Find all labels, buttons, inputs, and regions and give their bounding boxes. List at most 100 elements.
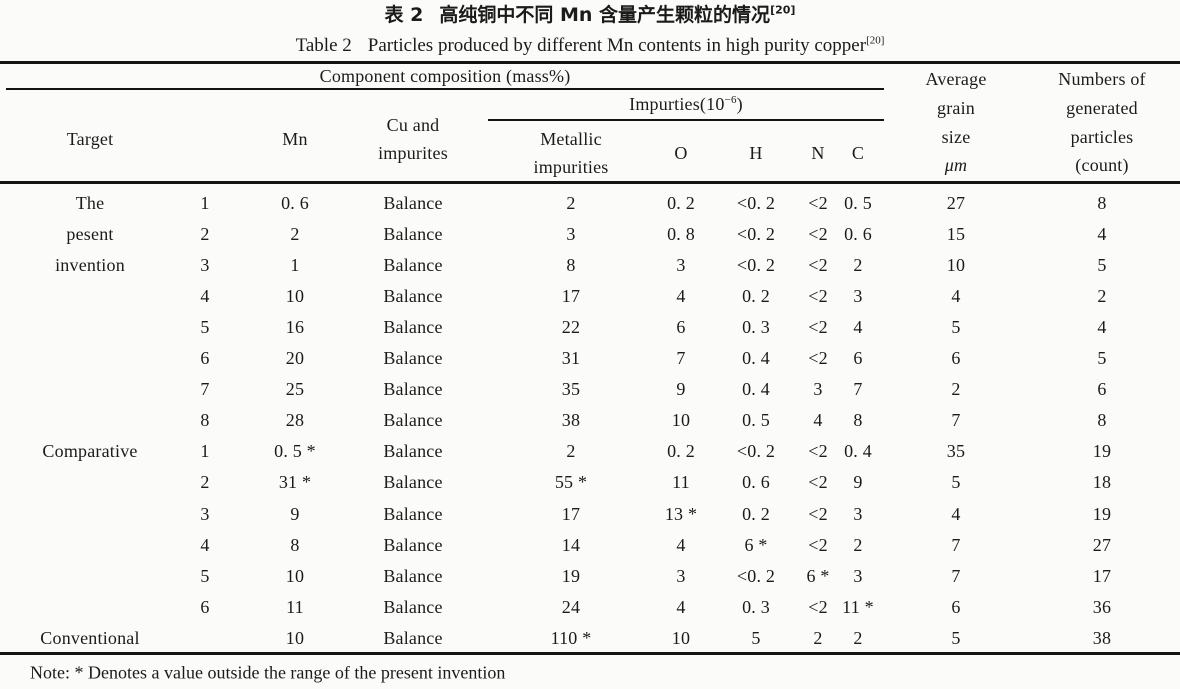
- cell-particles: 8: [1097, 193, 1107, 213]
- cell-particles: 5: [1097, 255, 1107, 276]
- cell-metallic: 2: [566, 441, 576, 462]
- cell-particles: 19: [1092, 441, 1112, 462]
- cell-n: <2: [808, 317, 828, 338]
- cell-particles: 5: [1097, 348, 1107, 369]
- cell-metallic: 14: [561, 534, 581, 555]
- cell-mn: 10: [285, 627, 305, 648]
- cell-metallic: 22: [561, 317, 581, 338]
- cell-num: 4: [200, 534, 210, 555]
- cell-o: 0. 2: [667, 441, 695, 462]
- cell-h: 5: [751, 627, 761, 648]
- table-bottom-rule: [0, 652, 1180, 655]
- cell-h: 6 *: [744, 534, 768, 555]
- cell-c: 7: [853, 379, 863, 400]
- header-target: Target: [66, 129, 114, 149]
- cell-particles: 27: [1092, 534, 1112, 555]
- cell-o: 4: [676, 534, 686, 555]
- header-mn: Mn: [282, 129, 308, 149]
- cell-h: 0. 2: [742, 286, 770, 307]
- cell-cu: Balance: [383, 410, 443, 431]
- cell-metallic: 17: [561, 503, 581, 524]
- header-particles-line4: (count): [1075, 155, 1129, 175]
- cell-num: 1: [200, 441, 210, 462]
- header-impurities: Impurties(10−6): [629, 94, 743, 114]
- header-impurities-exponent: −6: [724, 94, 737, 106]
- cell-grain: 7: [951, 565, 961, 586]
- cell-grain: 7: [951, 410, 961, 431]
- cell-cu: Balance: [383, 255, 443, 276]
- cell-mn: 2: [290, 224, 300, 245]
- cell-c: 0. 4: [844, 441, 872, 462]
- header-oxygen: O: [674, 143, 688, 163]
- table-title-en-text: Particles produced by different Mn conte…: [367, 35, 867, 56]
- cell-num: 6: [200, 348, 210, 369]
- cell-grain: 35: [946, 441, 966, 462]
- table-title-zh: 表 2 高纯铜中不同 Mn 含量产生颗粒的情况[20]: [0, 3, 1180, 25]
- cell-mn: 25: [285, 379, 305, 400]
- cell-c: 3: [853, 503, 863, 524]
- header-grain-line4-unit: μm: [944, 155, 968, 175]
- cell-particles: 38: [1092, 627, 1112, 648]
- cell-num: 3: [200, 255, 210, 276]
- table-note: Note: * Denotes a value outside the rang…: [30, 662, 506, 683]
- header-hydrogen: H: [749, 143, 763, 163]
- cell-num: 1: [200, 193, 210, 213]
- table-title-zh-reference: [20]: [770, 3, 796, 17]
- cell-o: 3: [676, 255, 686, 276]
- cell-o: 6: [676, 317, 686, 338]
- cell-metallic: 24: [561, 596, 581, 617]
- cell-h: 0. 6: [742, 472, 770, 493]
- cell-c: 2: [853, 627, 863, 648]
- cell-num: 2: [200, 224, 210, 245]
- header-cu-and-impurites-line2: impurites: [378, 143, 448, 163]
- cell-n: <2: [808, 286, 828, 307]
- cell-h: <0. 2: [736, 441, 776, 462]
- cell-h: <0. 2: [736, 193, 776, 213]
- cell-o: 0. 2: [667, 193, 695, 213]
- cell-particles: 19: [1092, 503, 1112, 524]
- cell-cu: Balance: [383, 565, 443, 586]
- cell-c: 0. 5: [844, 193, 872, 213]
- cell-grain: 4: [951, 503, 961, 524]
- cell-mn: 0. 5 *: [274, 441, 316, 462]
- header-particles-line2: generated: [1066, 98, 1138, 118]
- cell-h: <0. 2: [736, 224, 776, 245]
- cell-mn: 1: [290, 255, 300, 276]
- header-nitrogen: N: [811, 143, 825, 163]
- cell-grain: 15: [946, 224, 966, 245]
- cell-metallic: 17: [561, 286, 581, 307]
- header-grain-line3: size: [941, 127, 971, 147]
- header-grain-line2: grain: [937, 98, 975, 118]
- cell-mn: 10: [285, 286, 305, 307]
- table-title-en-label: Table 2: [295, 35, 352, 56]
- header-carbon: C: [851, 143, 865, 163]
- cell-c: 6: [853, 348, 863, 369]
- cell-cu: Balance: [383, 472, 443, 493]
- cell-grain: 27: [946, 193, 966, 213]
- cell-cu: Balance: [383, 317, 443, 338]
- cell-metallic: 31: [561, 348, 581, 369]
- cell-o: 0. 8: [667, 224, 695, 245]
- header-component-composition: Component composition (mass%): [319, 66, 571, 86]
- cell-particles: 6: [1097, 379, 1107, 400]
- header-grain-line1: Average: [925, 69, 987, 89]
- cell-grain: 7: [951, 534, 961, 555]
- cell-cu: Balance: [383, 627, 443, 648]
- impurities-underline: [488, 119, 884, 121]
- cell-n: 6 *: [806, 565, 830, 586]
- cell-n: <2: [808, 255, 828, 276]
- cell-h: <0. 2: [736, 565, 776, 586]
- cell-mn: 0. 6: [281, 193, 309, 213]
- cell-o: 13 *: [664, 503, 698, 524]
- cell-o: 7: [676, 348, 686, 369]
- cell-n: <2: [808, 503, 828, 524]
- table-top-rule: [0, 61, 1180, 64]
- cell-particles: 17: [1092, 565, 1112, 586]
